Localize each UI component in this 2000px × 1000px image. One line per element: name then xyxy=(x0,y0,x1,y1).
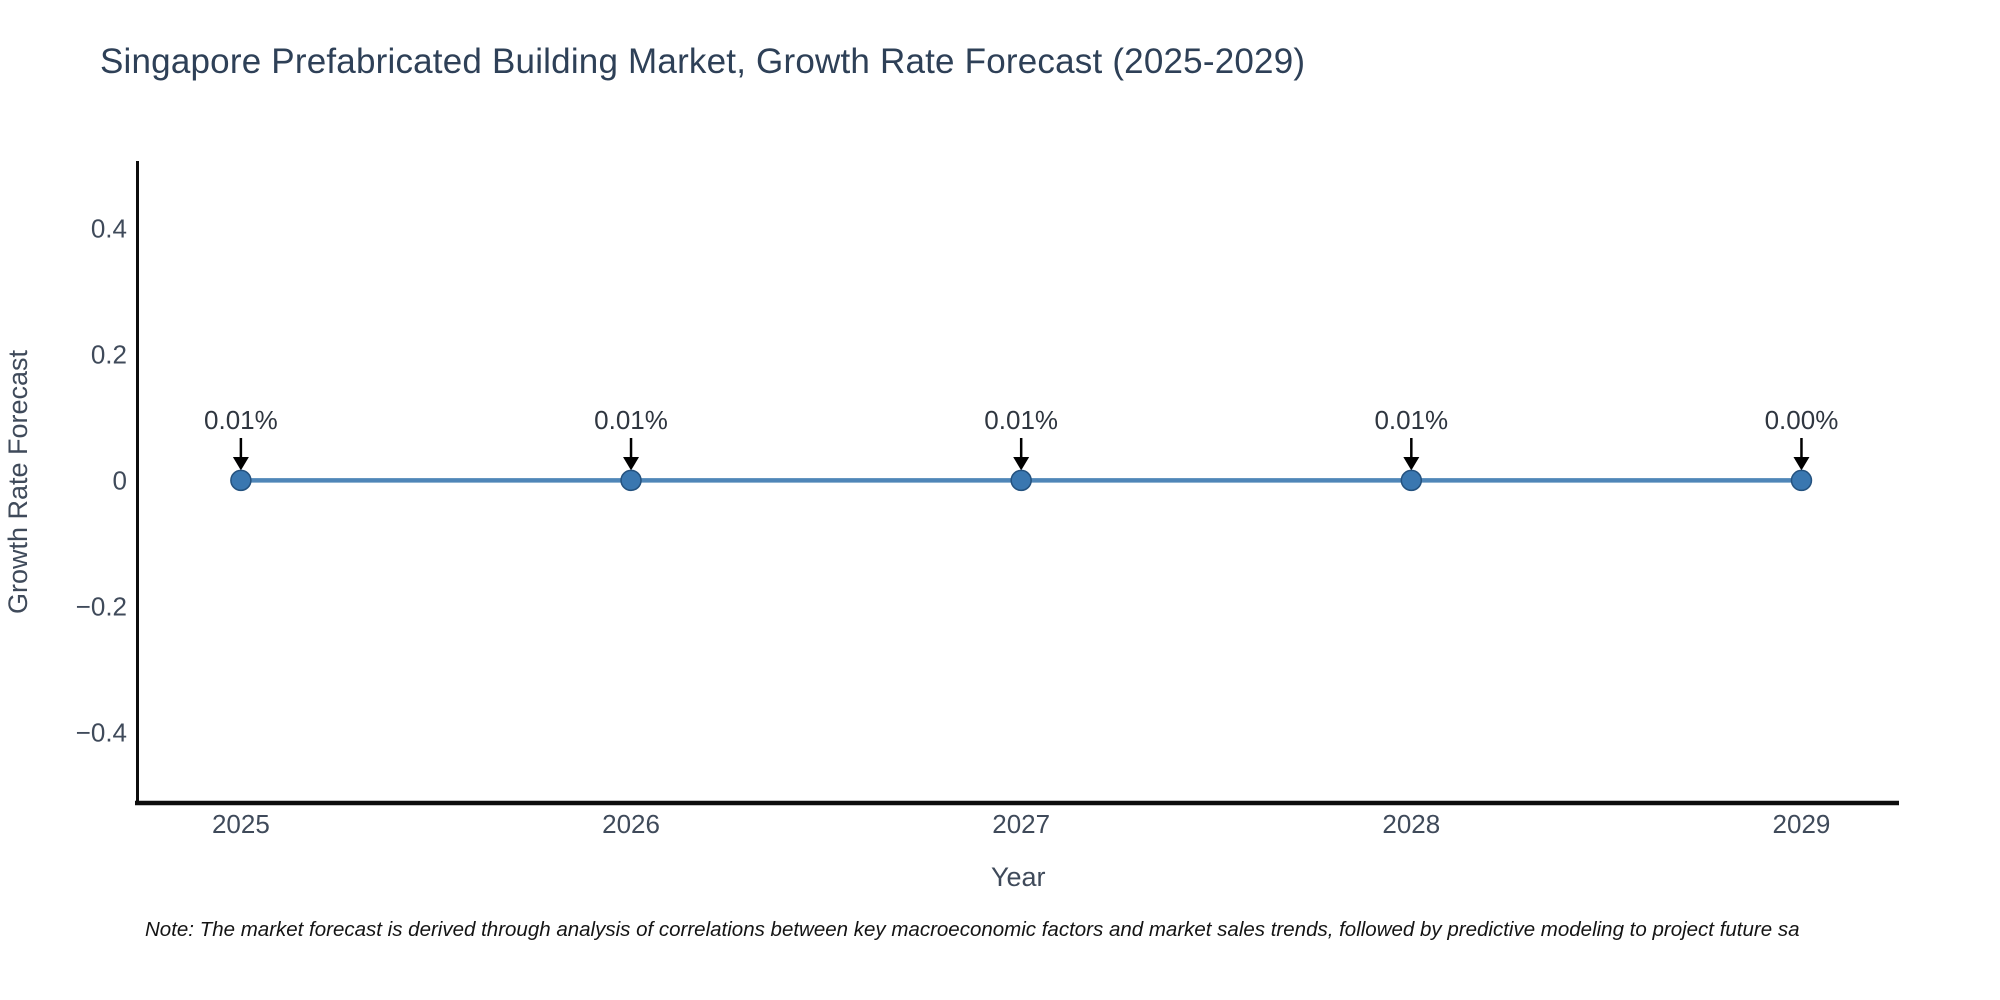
data-point-marker xyxy=(1010,469,1032,492)
y-tick-label: 0.2 xyxy=(91,339,127,369)
x-tick-label: 2029 xyxy=(1773,809,1831,839)
annotation-label: 0.01% xyxy=(1374,405,1448,435)
x-tick-label: 2025 xyxy=(212,809,270,839)
chart-title: Singapore Prefabricated Building Market,… xyxy=(100,42,1306,81)
x-axis-title: Year xyxy=(991,862,1046,892)
annotation-label: 0.00% xyxy=(1765,405,1839,435)
annotation-arrow-head xyxy=(1793,457,1810,471)
x-tick-label: 2027 xyxy=(992,809,1050,839)
y-tick-label: 0.4 xyxy=(91,213,127,243)
annotation-arrow-head xyxy=(623,457,640,471)
y-axis-title: Growth Rate Forecast xyxy=(3,349,33,614)
annotation-label: 0.01% xyxy=(204,405,278,435)
annotation-arrow-head xyxy=(232,457,249,471)
x-tick-label: 2028 xyxy=(1382,809,1440,839)
data-point-marker xyxy=(1790,469,1813,492)
y-tick-label: −0.4 xyxy=(76,717,127,747)
footnote: Note: The market forecast is derived thr… xyxy=(145,918,1800,941)
x-tick-label: 2026 xyxy=(602,809,660,839)
annotation-arrow-head xyxy=(1013,457,1030,471)
data-point-marker xyxy=(620,469,642,492)
data-point-marker xyxy=(1400,469,1423,492)
annotation-arrow-head xyxy=(1403,457,1420,471)
annotation-label: 0.01% xyxy=(594,405,668,435)
y-tick-label: 0 xyxy=(113,465,127,495)
annotation-label: 0.01% xyxy=(984,405,1058,435)
y-tick-label: −0.2 xyxy=(76,591,127,621)
data-point-marker xyxy=(230,469,252,492)
